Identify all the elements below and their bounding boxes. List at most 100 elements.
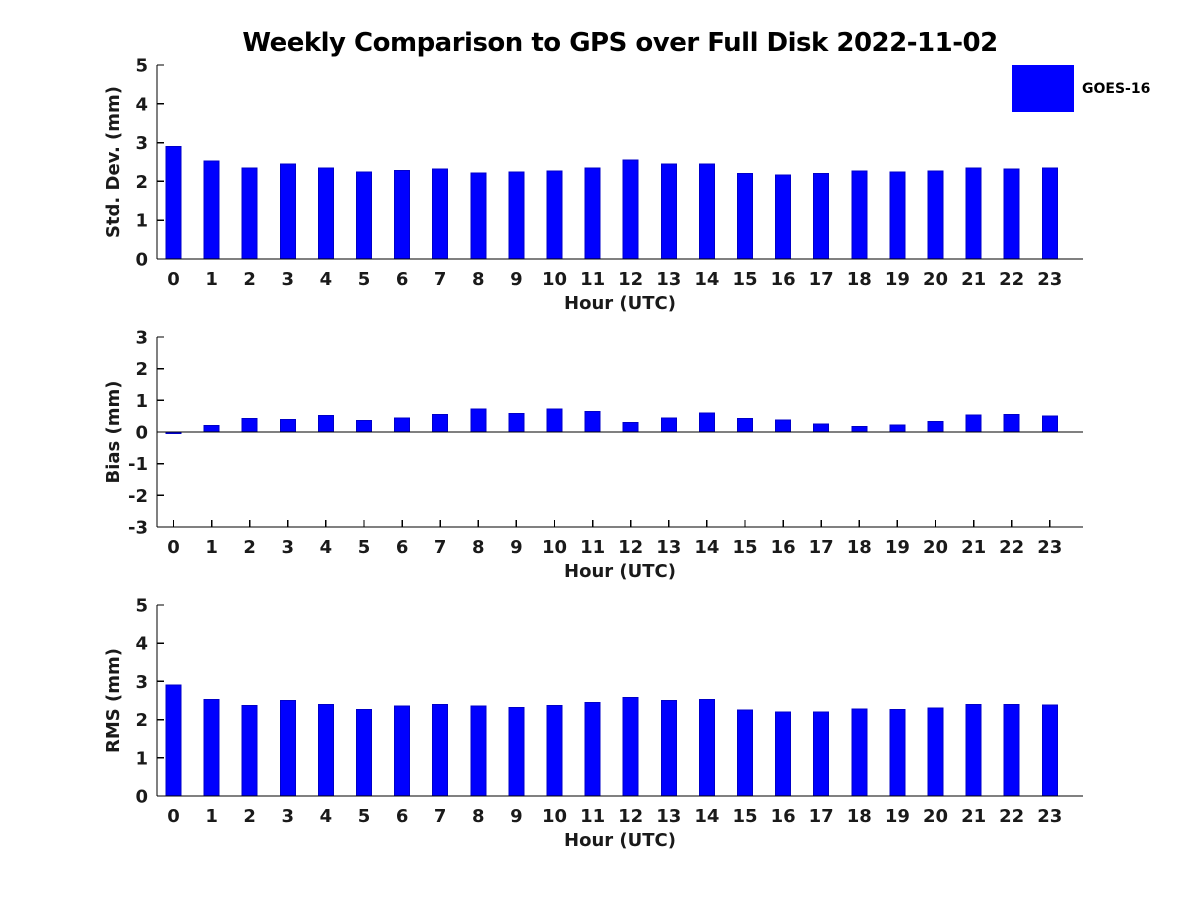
bar-hour-9	[508, 413, 525, 433]
x-tick-label: 7	[434, 806, 447, 827]
legend: GOES-16	[1012, 65, 1150, 112]
bar-hour-19	[889, 424, 906, 433]
x-tick-label: 11	[580, 806, 605, 827]
x-tick-label: 5	[358, 537, 371, 558]
stddev-ylabel: Std. Dev. (mm)	[103, 86, 124, 238]
bar-hour-11	[584, 701, 601, 797]
x-tick-label: 8	[472, 806, 485, 827]
bar-hour-17	[813, 423, 830, 433]
x-tick-label: 5	[358, 269, 371, 290]
bar-hour-18	[851, 426, 868, 433]
x-tick-label: 18	[847, 537, 872, 558]
bar-hour-20	[927, 170, 944, 260]
x-tick-label: 10	[542, 537, 567, 558]
bar-hour-20	[927, 707, 944, 797]
bar-hour-10	[546, 408, 563, 433]
bar-hour-2	[241, 418, 258, 433]
bar-hour-12	[622, 422, 639, 433]
y-tick-label: 1	[135, 748, 148, 769]
x-tick-label: 20	[923, 806, 948, 827]
bar-hour-3	[279, 418, 296, 433]
bar-hour-9	[508, 706, 525, 797]
bar-hour-13	[660, 417, 677, 433]
bar-hour-22	[1003, 168, 1020, 260]
x-tick-label: 2	[243, 537, 256, 558]
x-tick-label: 18	[847, 806, 872, 827]
x-tick-label: 21	[961, 806, 986, 827]
x-tick-label: 12	[618, 806, 643, 827]
x-tick-label: 12	[618, 269, 643, 290]
y-tick-label: 3	[135, 328, 148, 349]
x-tick-label: 15	[732, 537, 757, 558]
x-tick-label: 14	[694, 537, 719, 558]
x-tick-label: 17	[809, 537, 834, 558]
bar-hour-6	[394, 170, 411, 260]
x-tick-label: 19	[885, 537, 910, 558]
x-tick-label: 1	[205, 269, 218, 290]
bar-hour-19	[889, 708, 906, 797]
x-tick-label: 0	[167, 269, 180, 290]
x-tick-label: 19	[885, 269, 910, 290]
chart-title: Weekly Comparison to GPS over Full Disk …	[242, 28, 998, 58]
x-tick-label: 10	[542, 806, 567, 827]
x-tick-label: 10	[542, 269, 567, 290]
bar-hour-21	[965, 703, 982, 797]
bar-hour-14	[698, 163, 715, 260]
bar-hour-16	[775, 419, 792, 433]
bar-hour-7	[432, 168, 449, 260]
bar-hour-23	[1041, 167, 1058, 260]
bar-hour-1	[203, 699, 220, 797]
bar-hour-16	[775, 174, 792, 260]
bar-hour-13	[660, 163, 677, 260]
x-tick-label: 21	[961, 537, 986, 558]
x-tick-label: 8	[472, 269, 485, 290]
bar-hour-2	[241, 167, 258, 260]
y-tick-label: -1	[128, 454, 148, 475]
bar-hour-23	[1041, 415, 1058, 433]
x-tick-label: 9	[510, 269, 523, 290]
y-tick-label: 1	[135, 211, 148, 232]
bar-hour-3	[279, 700, 296, 797]
x-tick-label: 13	[656, 537, 681, 558]
y-tick-label: -2	[128, 486, 148, 507]
y-tick-label: 0	[135, 423, 148, 444]
bar-hour-1	[203, 160, 220, 260]
rms-ylabel: RMS (mm)	[103, 648, 124, 753]
x-tick-label: 3	[282, 269, 295, 290]
bar-hour-11	[584, 167, 601, 260]
y-tick-label: 2	[135, 172, 148, 193]
bar-hour-12	[622, 696, 639, 797]
bar-hour-16	[775, 711, 792, 797]
bar-hour-12	[622, 159, 639, 260]
bar-hour-0	[165, 145, 182, 260]
y-tick-label: 5	[135, 596, 148, 617]
x-tick-label: 13	[656, 806, 681, 827]
legend-swatch-goes16	[1012, 65, 1074, 112]
bar-hour-0	[165, 684, 182, 797]
y-tick-label: 4	[135, 94, 148, 115]
x-tick-label: 16	[771, 269, 796, 290]
y-tick-label: 0	[135, 250, 148, 271]
legend-label: GOES-16	[1082, 80, 1151, 97]
stddev-xlabel: Hour (UTC)	[564, 293, 676, 314]
x-tick-label: 20	[923, 537, 948, 558]
y-tick-label: 5	[135, 56, 148, 77]
x-tick-label: 7	[434, 269, 447, 290]
bar-hour-5	[356, 419, 372, 433]
x-tick-label: 19	[885, 806, 910, 827]
bar-hour-3	[279, 163, 296, 260]
x-tick-label: 23	[1037, 806, 1062, 827]
bar-hour-8	[470, 408, 487, 433]
x-tick-label: 4	[320, 537, 333, 558]
x-tick-label: 0	[167, 806, 180, 827]
x-tick-label: 4	[320, 806, 333, 827]
bar-hour-15	[737, 709, 753, 797]
bar-hour-4	[317, 415, 334, 433]
bar-hour-7	[432, 703, 449, 797]
x-tick-label: 9	[510, 806, 523, 827]
bar-hour-8	[470, 172, 487, 260]
